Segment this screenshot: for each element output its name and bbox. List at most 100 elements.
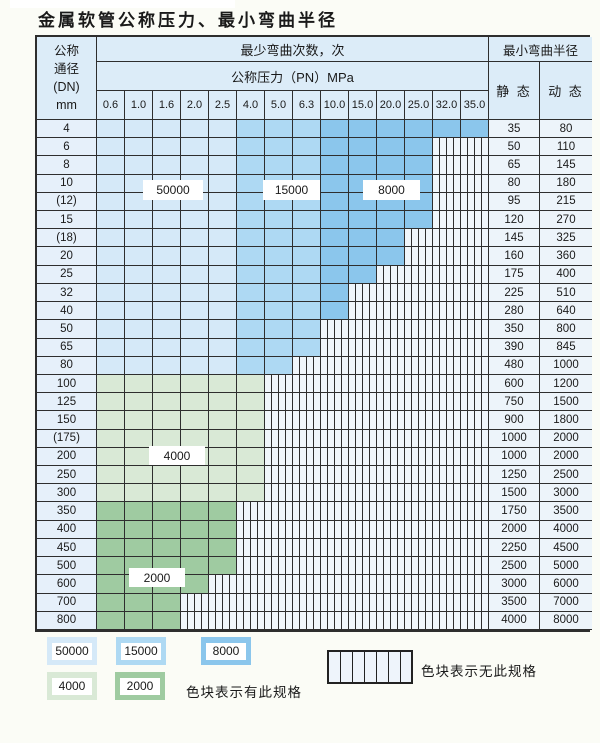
spec-cell-dn10-pn0.6 <box>97 174 125 193</box>
pressure-tick-4.0: 4.0 <box>237 91 265 120</box>
spec-cell-dn150-pn5.0 <box>265 411 293 430</box>
spec-cell-dn32-pn10.0 <box>321 283 349 303</box>
spec-cell-dn800-pn5.0 <box>265 611 293 630</box>
static-radius-dn40: 280 <box>489 302 540 321</box>
spec-cell-dn(18)-pn6.3 <box>293 229 321 248</box>
spec-cell-dn20-pn32.0 <box>433 247 461 266</box>
spec-cell-dn4-pn5.0 <box>265 120 293 139</box>
spec-cell-dn600-pn15.0 <box>349 575 377 594</box>
spec-cell-dn450-pn2.0 <box>181 538 209 558</box>
spec-cell-dn100-pn2.5 <box>209 374 237 394</box>
legend-swatch-label: 2000 <box>120 677 160 695</box>
spec-cell-dn4-pn20.0 <box>377 120 405 139</box>
static-radius-dn150: 900 <box>489 411 540 430</box>
spec-cell-dn6-pn1.0 <box>125 138 153 157</box>
spec-cell-dn500-pn0.6 <box>97 557 125 576</box>
spec-cell-dn15-pn1.6 <box>153 211 181 230</box>
overlay-label-4000: 4000 <box>149 446 205 465</box>
spec-cell-dn450-pn35.0 <box>461 538 489 558</box>
spec-cell-dn4-pn25.0 <box>405 120 433 139</box>
dn-label-8: 8 <box>37 156 97 175</box>
dynamic-radius-dn800: 8000 <box>540 611 592 630</box>
spec-cell-dn10-pn2.5 <box>209 174 237 193</box>
dynamic-radius-dn700: 7000 <box>540 593 592 612</box>
spec-cell-dn700-pn1.0 <box>125 593 153 612</box>
dynamic-radius-dn450: 4500 <box>540 538 592 558</box>
spec-cell-dn40-pn6.3 <box>293 302 321 321</box>
spec-cell-dn15-pn20.0 <box>377 211 405 230</box>
spec-cell-dn500-pn20.0 <box>377 557 405 576</box>
spec-cell-dn20-pn25.0 <box>405 247 433 266</box>
spec-cell-dn50-pn10.0 <box>321 320 349 339</box>
spec-cell-dn20-pn2.5 <box>209 247 237 266</box>
dynamic-column-header: 动 态 <box>540 62 592 120</box>
spec-cell-dn700-pn15.0 <box>349 593 377 612</box>
spec-cell-dn600-pn0.6 <box>97 575 125 594</box>
spec-cell-dn(175)-pn32.0 <box>433 429 461 448</box>
spec-cell-dn300-pn10.0 <box>321 484 349 503</box>
spec-cell-dn32-pn6.3 <box>293 283 321 303</box>
dn-label-450: 450 <box>37 538 97 558</box>
spec-cell-dn250-pn35.0 <box>461 466 489 485</box>
spec-cell-dn250-pn1.0 <box>125 466 153 485</box>
spec-cell-dn6-pn25.0 <box>405 138 433 157</box>
spec-cell-dn4-pn0.6 <box>97 120 125 139</box>
spec-cell-dn300-pn32.0 <box>433 484 461 503</box>
dn-label-80: 80 <box>37 356 97 375</box>
spec-cell-dn50-pn2.5 <box>209 320 237 339</box>
spec-cell-dn400-pn25.0 <box>405 520 433 539</box>
dynamic-radius-dn(18): 325 <box>540 229 592 248</box>
static-radius-dn400: 2000 <box>489 520 540 539</box>
legend-swatch-2000: 2000 <box>115 672 165 700</box>
spec-cell-dn15-pn6.3 <box>293 211 321 230</box>
spec-cell-dn350-pn0.6 <box>97 502 125 521</box>
spec-cell-dn15-pn2.0 <box>181 211 209 230</box>
spec-cell-dn6-pn15.0 <box>349 138 377 157</box>
legend-swatch-label: 4000 <box>52 677 92 695</box>
spec-cell-dn600-pn35.0 <box>461 575 489 594</box>
spec-cell-dn(18)-pn35.0 <box>461 229 489 248</box>
dn-label-600: 600 <box>37 575 97 594</box>
spec-cell-dn450-pn25.0 <box>405 538 433 558</box>
static-radius-dn200: 1000 <box>489 447 540 467</box>
spec-cell-dn15-pn25.0 <box>405 211 433 230</box>
spec-cell-dn300-pn35.0 <box>461 484 489 503</box>
spec-cell-dn6-pn0.6 <box>97 138 125 157</box>
spec-cell-dn20-pn6.3 <box>293 247 321 266</box>
spec-cell-dn20-pn15.0 <box>349 247 377 266</box>
dynamic-radius-dn600: 6000 <box>540 575 592 594</box>
pressure-tick-20.0: 20.0 <box>377 91 405 120</box>
spec-cell-dn8-pn25.0 <box>405 156 433 175</box>
legend-swatch-label: 50000 <box>52 642 92 660</box>
spec-cell-dn40-pn0.6 <box>97 302 125 321</box>
spec-cell-dn6-pn4.0 <box>237 138 265 157</box>
spec-cell-dn65-pn20.0 <box>377 338 405 357</box>
spec-cell-dn20-pn35.0 <box>461 247 489 266</box>
spec-cell-dn450-pn6.3 <box>293 538 321 558</box>
spec-cell-dn200-pn4.0 <box>237 447 265 467</box>
spec-cell-dn50-pn4.0 <box>237 320 265 339</box>
spec-cell-dn600-pn20.0 <box>377 575 405 594</box>
spec-cell-dn4-pn35.0 <box>461 120 489 139</box>
spec-cell-dn700-pn0.6 <box>97 593 125 612</box>
nominal-pressure-header: 公称压力（PN）MPa <box>97 62 489 91</box>
spec-cell-dn800-pn20.0 <box>377 611 405 630</box>
spec-cell-dn6-pn10.0 <box>321 138 349 157</box>
spec-cell-dn8-pn4.0 <box>237 156 265 175</box>
static-radius-dn6: 50 <box>489 138 540 157</box>
pressure-tick-2.0: 2.0 <box>181 91 209 120</box>
pressure-tick-6.3: 6.3 <box>293 91 321 120</box>
spec-cell-dn(18)-pn20.0 <box>377 229 405 248</box>
spec-cell-dn150-pn0.6 <box>97 411 125 430</box>
dn-label-6: 6 <box>37 138 97 157</box>
page-title: 金属软管公称压力、最小弯曲半径 <box>38 11 338 30</box>
spec-cell-dn450-pn32.0 <box>433 538 461 558</box>
spec-cell-dn(12)-pn0.6 <box>97 192 125 212</box>
spec-cell-dn150-pn1.6 <box>153 411 181 430</box>
spec-cell-dn350-pn4.0 <box>237 502 265 521</box>
dn-label-40: 40 <box>37 302 97 321</box>
spec-cell-dn(12)-pn4.0 <box>237 192 265 212</box>
pressure-tick-35.0: 35.0 <box>461 91 489 120</box>
dynamic-radius-dn300: 3000 <box>540 484 592 503</box>
spec-cell-dn350-pn5.0 <box>265 502 293 521</box>
